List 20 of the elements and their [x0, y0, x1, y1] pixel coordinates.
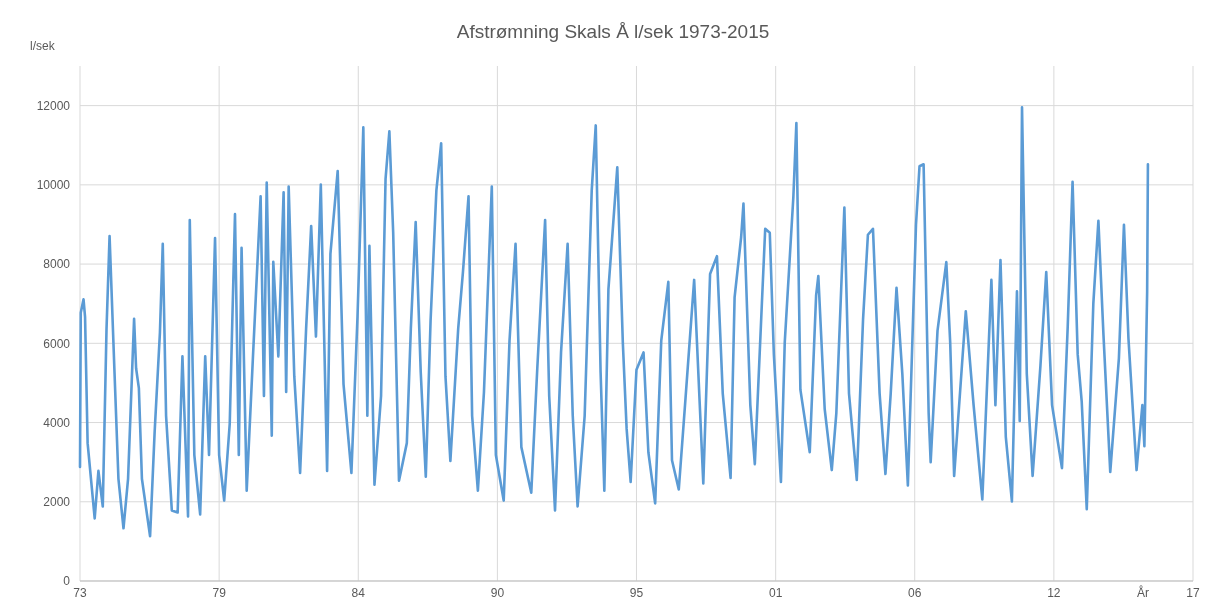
x-tick-label: 95 [629, 586, 644, 600]
x-tick-label: 01 [768, 586, 783, 600]
x-tick-label: 79 [212, 586, 227, 600]
y-tick-label: 4000 [43, 415, 71, 430]
y-tick-label: 10000 [36, 178, 71, 193]
chart-title: Afstrømning Skals Å l/sek 1973-2015 [456, 21, 770, 42]
x-tick-label: 73 [73, 586, 87, 600]
x-tick-label: 12 [1047, 586, 1061, 600]
x-tick-label: 84 [351, 586, 366, 600]
y-tick-label: 6000 [43, 336, 71, 351]
line-series [78, 105, 1150, 538]
x-axis-title: År [1137, 585, 1149, 600]
y-tick-label: 2000 [43, 494, 71, 509]
y-axis-title: l/sek [30, 39, 56, 53]
x-tick-label: 90 [490, 586, 505, 600]
y-tick-label: 8000 [43, 257, 71, 272]
x-tick-label: 06 [908, 586, 922, 600]
y-tick-label: 12000 [36, 98, 71, 113]
y-tick-label: 0 [63, 574, 71, 589]
x-tick-label: 17 [1186, 586, 1200, 600]
